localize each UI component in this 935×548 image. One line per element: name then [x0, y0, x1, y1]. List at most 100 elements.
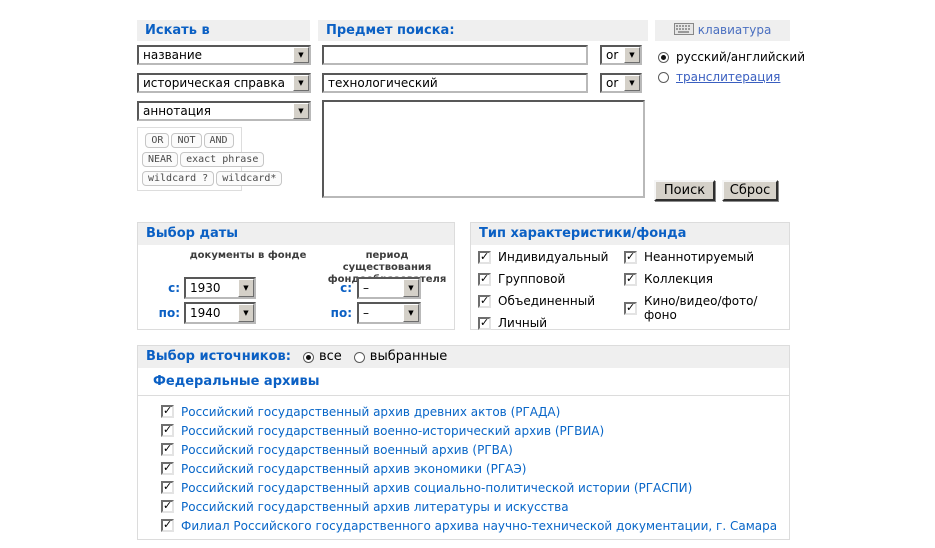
- archive-row[interactable]: Российский государственный архив древних…: [161, 402, 781, 421]
- united-checkbox[interactable]: [478, 294, 491, 308]
- docs-in-fund-label: документы в фонде: [189, 250, 307, 261]
- op-and-button[interactable]: AND: [203, 133, 234, 148]
- sources-all-radio[interactable]: [302, 351, 314, 363]
- divider: [138, 395, 789, 396]
- archive-link[interactable]: Российский государственный военно-истори…: [181, 423, 605, 438]
- creator-from-select[interactable]: – ▼: [357, 277, 421, 299]
- archive-row[interactable]: Филиал Российского государственного архи…: [161, 516, 781, 535]
- search-in-select-1[interactable]: название ▼: [137, 45, 311, 65]
- sources-selected-option[interactable]: выбранные: [353, 346, 448, 368]
- media-checkbox[interactable]: [624, 301, 637, 315]
- fund-type-option[interactable]: Индивидуальный: [478, 250, 608, 264]
- search-in-select-2[interactable]: историческая справка ▼: [137, 73, 311, 93]
- archive-row[interactable]: Российский государственный архив литерат…: [161, 497, 781, 516]
- media-label: Кино/видео/фото/фоно: [644, 294, 758, 322]
- fund-type-option[interactable]: Кино/видео/фото/фоно: [624, 294, 789, 322]
- chevron-down-icon[interactable]: ▼: [403, 279, 419, 297]
- archive-link[interactable]: Российский государственный архив социаль…: [181, 480, 693, 495]
- archive-checkbox[interactable]: [161, 442, 174, 456]
- keyboard-icon: [673, 23, 694, 35]
- chevron-down-icon[interactable]: ▼: [238, 279, 254, 297]
- operator-select-2-value: or: [606, 76, 619, 90]
- federal-archives-title: Федеральные архивы: [153, 374, 320, 389]
- reset-button[interactable]: Сброс: [722, 180, 778, 201]
- keyboard-link[interactable]: клавиатура: [697, 23, 772, 37]
- search-in-select-1-value: название: [143, 48, 203, 62]
- archive-checkbox[interactable]: [161, 423, 174, 437]
- date-selection-panel: Выбор даты документы в фонде период суще…: [137, 222, 455, 330]
- chevron-down-icon[interactable]: ▼: [624, 47, 640, 63]
- docs-from-label: с:: [168, 281, 180, 295]
- collection-label: Коллекция: [644, 272, 714, 286]
- keyboard-bar: клавиатура: [655, 20, 790, 41]
- sources-selected-radio[interactable]: [353, 351, 365, 363]
- sources-title: Выбор источников:: [146, 349, 291, 364]
- sources-selected-label: выбранные: [369, 349, 448, 364]
- search-in-select-3[interactable]: аннотация ▼: [137, 101, 311, 121]
- creator-to-value: –: [363, 306, 369, 320]
- chevron-down-icon[interactable]: ▼: [403, 304, 419, 322]
- transliteration-radio[interactable]: [658, 71, 669, 83]
- docs-from-value: 1930: [190, 281, 221, 295]
- archive-checkbox[interactable]: [161, 499, 174, 513]
- op-exact-phrase-button[interactable]: exact phrase: [180, 152, 265, 167]
- archive-checkbox[interactable]: [161, 461, 174, 475]
- chevron-down-icon[interactable]: ▼: [293, 103, 309, 119]
- group-checkbox[interactable]: [478, 272, 491, 286]
- personal-checkbox[interactable]: [478, 316, 491, 330]
- operator-select-2[interactable]: or ▼: [600, 73, 642, 93]
- sources-header-bar: Выбор источников: все выбранные: [138, 346, 789, 368]
- language-option-translit[interactable]: транслитерация: [658, 70, 780, 84]
- chevron-down-icon[interactable]: ▼: [293, 47, 309, 63]
- chevron-down-icon[interactable]: ▼: [293, 75, 309, 91]
- archive-link[interactable]: Филиал Российского государственного архи…: [181, 518, 778, 533]
- sources-all-option[interactable]: все: [302, 346, 342, 368]
- fund-type-option[interactable]: Групповой: [478, 272, 565, 286]
- fund-type-option[interactable]: Коллекция: [624, 272, 713, 286]
- op-near-button[interactable]: NEAR: [142, 152, 179, 167]
- search-in-select-2-value: историческая справка: [143, 76, 285, 90]
- fund-type-option[interactable]: Личный: [478, 316, 547, 330]
- op-wildcard-q-button[interactable]: wildcard ?: [142, 171, 215, 186]
- op-or-button[interactable]: OR: [145, 133, 170, 148]
- search-button[interactable]: Поиск: [654, 180, 715, 201]
- archive-checkbox[interactable]: [161, 404, 174, 418]
- fund-type-option[interactable]: Объединенный: [478, 294, 595, 308]
- unannotated-checkbox[interactable]: [624, 250, 637, 264]
- sources-all-label: все: [318, 349, 342, 364]
- archive-row[interactable]: Российский государственный военно-истори…: [161, 421, 781, 440]
- archive-link[interactable]: Российский государственный военный архив…: [181, 442, 513, 457]
- archive-row[interactable]: Российский государственный архив экономи…: [161, 459, 781, 478]
- chevron-down-icon[interactable]: ▼: [624, 75, 640, 91]
- transliteration-link[interactable]: транслитерация: [676, 70, 781, 84]
- fund-type-option[interactable]: Неаннотируемый: [624, 250, 754, 264]
- op-wildcard-star-button[interactable]: wildcard*: [216, 171, 283, 186]
- russian-english-radio[interactable]: [658, 51, 669, 63]
- search-term-input-1[interactable]: [322, 45, 588, 65]
- creator-from-value: –: [363, 281, 369, 295]
- op-not-button[interactable]: NOT: [171, 133, 202, 148]
- creator-to-select[interactable]: – ▼: [357, 302, 421, 324]
- russian-english-label: русский/английский: [676, 50, 806, 64]
- search-query-textarea[interactable]: [322, 100, 645, 198]
- archive-row[interactable]: Российский государственный архив социаль…: [161, 478, 781, 497]
- archive-link[interactable]: Российский государственный архив экономи…: [181, 461, 527, 476]
- collection-checkbox[interactable]: [624, 272, 637, 286]
- archive-checkbox[interactable]: [161, 480, 174, 494]
- search-subject-header: Предмет поиска:: [318, 20, 648, 41]
- archive-checkbox[interactable]: [161, 518, 174, 532]
- docs-from-select[interactable]: 1930 ▼: [184, 277, 256, 299]
- operator-select-1[interactable]: or ▼: [600, 45, 642, 65]
- archive-link[interactable]: Российский государственный архив литерат…: [181, 499, 569, 514]
- date-selection-header: Выбор даты: [138, 223, 454, 245]
- individual-checkbox[interactable]: [478, 250, 491, 264]
- archive-row[interactable]: Российский государственный военный архив…: [161, 440, 781, 459]
- chevron-down-icon[interactable]: ▼: [238, 304, 254, 322]
- search-term-input-2[interactable]: [322, 73, 588, 93]
- language-option-russian[interactable]: русский/английский: [658, 50, 805, 64]
- operator-select-1-value: or: [606, 48, 619, 62]
- archive-link[interactable]: Российский государственный архив древних…: [181, 404, 561, 419]
- docs-to-select[interactable]: 1940 ▼: [184, 302, 256, 324]
- personal-label: Личный: [498, 316, 548, 330]
- fund-type-header: Тип характеристики/фонда: [471, 223, 789, 245]
